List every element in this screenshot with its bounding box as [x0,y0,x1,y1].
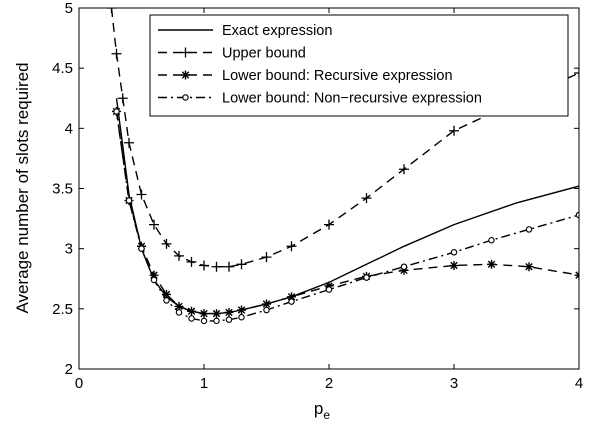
series-4-point [363,274,370,281]
series-2-point [286,241,297,252]
series-4-line [115,111,579,322]
series-3-point [237,305,246,315]
legend-entry-2: Upper bound [158,46,306,62]
series-4-point [125,197,133,204]
series-4-point [488,236,495,244]
series-3-point [449,261,459,271]
series-3-point [162,289,171,299]
series-3-point [199,309,209,319]
y-tick-label: 3 [65,241,73,258]
series-2-point [111,48,122,59]
series-2-point [117,93,128,104]
series-4-point [450,249,458,256]
x-tick-label: 3 [450,375,458,392]
legend-label: Exact expression [222,23,332,39]
series-4 [113,108,579,325]
series-4-point [138,245,145,252]
series-2-point [449,125,459,136]
x-tick-label: 2 [325,375,333,392]
legend-label: Upper bound [222,46,306,62]
series-2-point [149,219,159,230]
series-3-point [262,299,271,309]
svg-text:pe: pe [314,399,330,422]
y-tick-label: 5 [65,0,73,17]
series-4-point [325,286,333,293]
series-3-point [187,306,196,316]
series-3-point [524,262,534,272]
x-axis-label-subscript: e [323,408,330,422]
series-4-point [400,263,408,270]
legend-marker-sample [182,94,189,101]
series-2-point [211,261,222,272]
x-axis-label-main: p [314,399,323,418]
series-4-point [175,309,183,316]
series-2-point [174,250,184,261]
series-4-point [188,315,195,322]
tick-layer: 0 1 2 3 4 2 2.5 3 3.5 4 4.5 5 [52,0,583,392]
y-tick-label: 2.5 [52,301,73,318]
x-axis-label: pe [314,399,330,422]
series-2-point [136,189,147,200]
series-4-point [150,276,158,284]
series-4-point [113,108,120,115]
legend-box [149,14,569,117]
series-4-point [288,298,295,305]
series-2-point [124,137,134,148]
series-4-point [525,226,533,233]
x-tick-label: 0 [75,375,83,392]
series-2-point [161,238,172,249]
series-3-point [174,301,184,311]
y-tick-label: 3.5 [52,181,73,198]
x-tick-label: 1 [200,375,208,392]
y-tick-label: 4 [65,120,73,137]
series-1 [115,98,579,315]
series-3-point [149,270,159,280]
series-2-point [199,260,209,271]
series-3-point [399,265,409,275]
series-3-point [287,292,296,302]
legend-entry-1: Exact expression [158,23,332,39]
y-tick-label: 2 [65,361,73,378]
x-tick-label: 4 [575,375,583,392]
legend: Exact expression Upper bound Lower bound: … [149,14,569,117]
series-4-point [263,306,270,314]
series-2-point [574,67,579,78]
series-2 [106,8,579,272]
legend-entry-3: Lower bound: Recursive expression [158,68,453,84]
series-2-point [236,259,247,270]
legend-marker-sample [181,70,190,80]
series-2-point [224,261,234,272]
series-4-point [238,314,245,321]
legend-label: Lower bound: Recursive expression [222,68,453,84]
series-3-point [212,309,221,319]
series-4-point [163,297,170,304]
y-tick-label: 4.5 [52,60,73,77]
series-4-point [200,317,208,325]
y-axis-label: Average number of slots required [13,62,32,313]
series-1-line [115,98,579,315]
series-3-point [224,307,234,317]
series-2-point [399,164,409,175]
series-3-point [324,281,334,291]
series-2-point [324,219,334,230]
series-2-point [361,193,372,204]
series-2-point [186,256,197,267]
series-4-point [213,317,220,325]
series-2-point [261,252,272,263]
legend-entry-4: Lower bound: Non−recursive expression [158,91,482,107]
series-3-point [487,259,496,269]
legend-label: Lower bound: Non−recursive expression [222,91,482,107]
legend-marker-sample [180,47,191,58]
series-2-point [106,8,117,13]
series-4-point [225,316,233,323]
series-layer [106,8,579,325]
